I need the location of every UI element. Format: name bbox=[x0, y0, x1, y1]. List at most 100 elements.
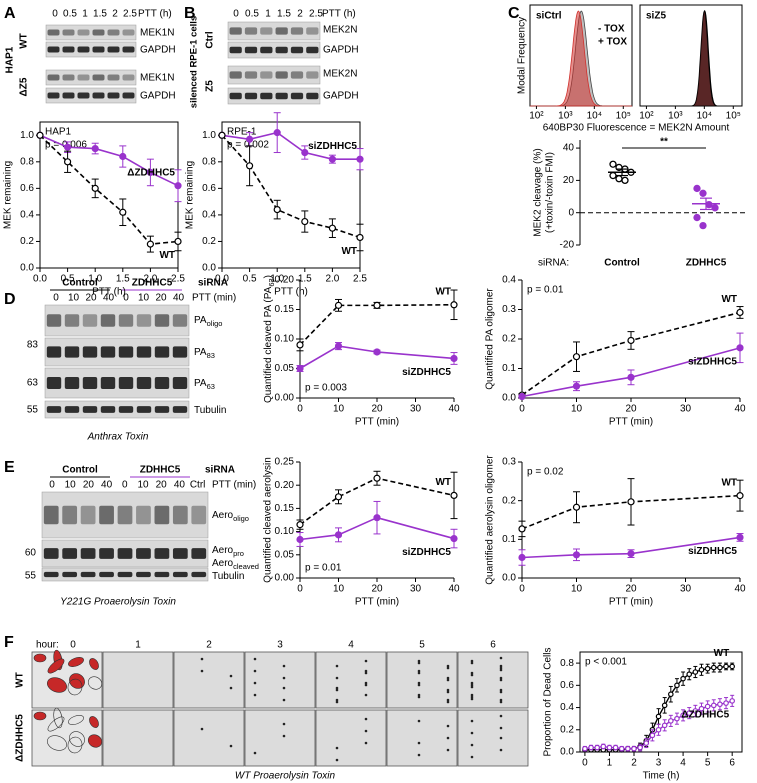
blot-band bbox=[47, 29, 60, 36]
data-point bbox=[637, 744, 643, 751]
y-tick-label: 0.6 bbox=[560, 680, 574, 691]
blot-band bbox=[229, 71, 242, 79]
lane-label: 40 bbox=[173, 293, 185, 304]
data-point bbox=[680, 675, 686, 682]
lane-label: 0 bbox=[122, 480, 128, 491]
x-tick-label: 1.0 bbox=[270, 274, 284, 285]
blot-band bbox=[306, 46, 319, 54]
data-point bbox=[63, 158, 72, 166]
data-point bbox=[518, 525, 526, 533]
blot-band bbox=[77, 74, 90, 81]
blot-band bbox=[46, 346, 62, 358]
blot-band bbox=[290, 27, 304, 35]
x-axis-label: PTT (min) bbox=[609, 597, 653, 608]
plot-frame bbox=[221, 121, 361, 269]
dead-cell bbox=[335, 758, 339, 762]
plot-frame bbox=[579, 651, 743, 753]
y-tick-label: 0.6 bbox=[202, 183, 216, 194]
dead-cell bbox=[446, 736, 450, 740]
lane-label: 1.5 bbox=[93, 9, 107, 20]
group-label: ZDHHC5 bbox=[132, 278, 173, 289]
x-tick-label: 30 bbox=[680, 584, 692, 595]
blot-background bbox=[227, 87, 321, 105]
data-point bbox=[450, 491, 458, 500]
blot-band bbox=[77, 92, 90, 99]
dead-cell bbox=[229, 686, 233, 690]
x-tick-label: 2.0 bbox=[325, 274, 339, 285]
data-point bbox=[588, 744, 594, 751]
data-point bbox=[655, 713, 662, 720]
data-point bbox=[518, 392, 526, 401]
lane-unit: PTT (h) bbox=[138, 9, 172, 20]
series-label: siZDHHC5 bbox=[402, 547, 451, 558]
blot-band bbox=[62, 571, 78, 578]
x-tick-label: 40 bbox=[734, 584, 746, 595]
data-point bbox=[174, 182, 182, 190]
series-label: ΔZDHHC5 bbox=[681, 710, 729, 721]
lane-label: 20 bbox=[156, 480, 168, 491]
lane-label: 0 bbox=[49, 480, 55, 491]
data-point bbox=[450, 354, 458, 363]
data-point bbox=[63, 143, 72, 151]
blot-band bbox=[92, 92, 105, 99]
blot-band bbox=[136, 346, 152, 358]
blot-band bbox=[172, 406, 188, 413]
data-point bbox=[621, 176, 629, 185]
data-point bbox=[572, 503, 581, 511]
y-tick-label: 0.1 bbox=[502, 363, 516, 374]
x-tick-label: 2.5 bbox=[353, 274, 367, 285]
blot-background bbox=[227, 21, 321, 41]
y-tick-label: 20 bbox=[563, 175, 575, 186]
dead-cell bbox=[499, 668, 503, 672]
panel-letter: D bbox=[4, 291, 16, 308]
x-tick-label: 40 bbox=[448, 584, 460, 595]
lane-label: 10 bbox=[65, 480, 77, 491]
blot-band bbox=[136, 548, 151, 559]
data-point bbox=[273, 206, 281, 214]
y-tick-label: 0.1 bbox=[502, 534, 516, 545]
x-tick-label: 40 bbox=[448, 404, 460, 415]
blot-band bbox=[43, 571, 59, 578]
cell bbox=[87, 734, 103, 748]
x-axis-label: PTT (min) bbox=[355, 597, 399, 608]
blot-band bbox=[117, 548, 133, 559]
panel-letter: E bbox=[4, 459, 15, 476]
blot-band bbox=[62, 46, 75, 53]
dead-cell bbox=[499, 726, 503, 730]
blot-band bbox=[306, 92, 319, 100]
dead-cell bbox=[335, 700, 339, 704]
microscopy-frame bbox=[102, 709, 174, 767]
dead-cell bbox=[470, 681, 474, 685]
data-point bbox=[615, 175, 623, 183]
blot-band bbox=[136, 505, 151, 525]
blot-band bbox=[290, 46, 304, 54]
x-tick-label: 0 bbox=[582, 758, 588, 769]
band-label: Aeropro bbox=[212, 545, 244, 559]
blot-band bbox=[82, 346, 98, 358]
blot-band bbox=[306, 27, 319, 35]
blot-background bbox=[45, 24, 137, 41]
y-tick-label: 0.0 bbox=[502, 573, 516, 584]
y-axis-label: MEK remaining bbox=[3, 161, 14, 229]
cell bbox=[33, 711, 47, 721]
blot-band bbox=[47, 74, 60, 81]
series-line bbox=[221, 134, 361, 239]
x-tick-label: 10⁵ bbox=[726, 111, 741, 122]
x-tick-label: 10³ bbox=[558, 111, 573, 122]
label-sub: oligo bbox=[207, 319, 223, 328]
lane-label: 1 bbox=[82, 9, 88, 20]
label-main: Aero bbox=[212, 545, 234, 556]
cell bbox=[69, 731, 85, 747]
x-tick-label: 10⁴ bbox=[697, 111, 712, 122]
dead-cell bbox=[417, 695, 421, 699]
x-tick-label: 10 bbox=[333, 404, 345, 415]
dead-cell bbox=[335, 688, 339, 692]
x-axis-label: siRNA: bbox=[538, 258, 569, 269]
blot-band bbox=[154, 406, 170, 413]
dead-cell bbox=[417, 661, 421, 665]
series-line bbox=[221, 131, 360, 160]
blot-band bbox=[118, 377, 134, 389]
data-point bbox=[91, 144, 99, 153]
series-label: siZDHHC5 bbox=[688, 546, 737, 557]
data-point bbox=[723, 700, 729, 706]
